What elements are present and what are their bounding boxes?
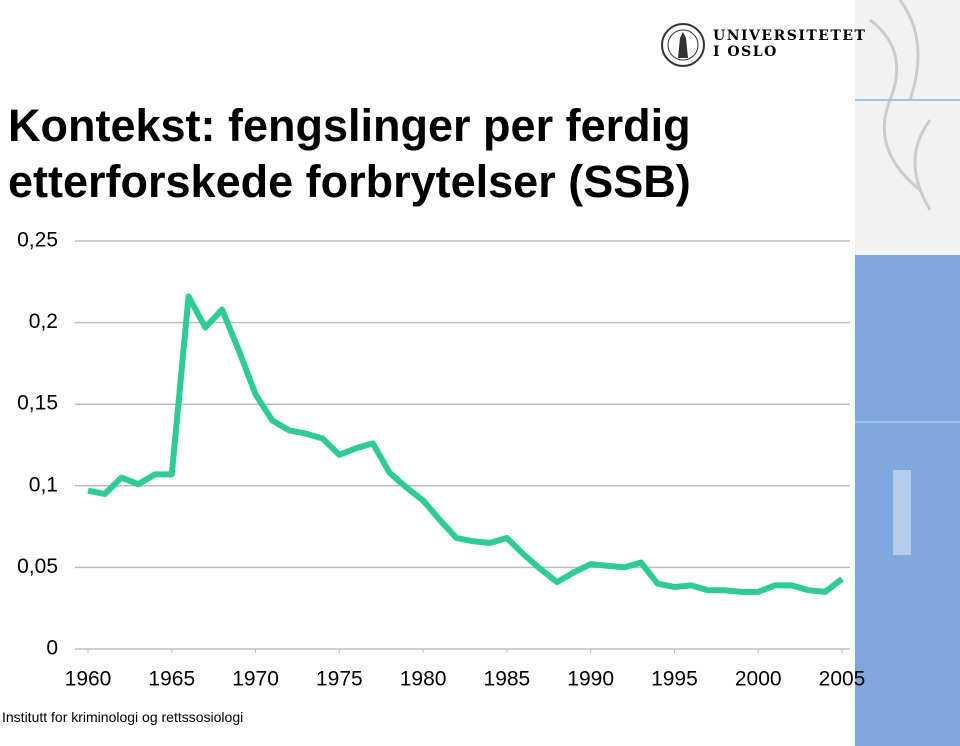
x-tick-label: 1965: [148, 668, 195, 691]
logo-text: I OSLO: [713, 44, 778, 60]
x-tick-label: 1960: [65, 668, 112, 691]
y-tick-label: 0,2: [29, 310, 58, 333]
chart-title: Kontekst: fengslinger per ferdig etterfo…: [8, 100, 691, 207]
x-tick-label: 2000: [735, 668, 782, 691]
x-tick-label: 1995: [651, 668, 698, 691]
logo-text: UNIVERSITETET: [713, 28, 867, 44]
x-tick-label: 2005: [819, 668, 866, 691]
y-tick-label: 0,25: [17, 229, 58, 252]
y-tick-label: 0: [46, 637, 58, 660]
data-line: [87, 293, 844, 595]
decor-figure: [893, 470, 911, 555]
x-tick-label: 1985: [484, 668, 531, 691]
x-tick-label: 1990: [567, 668, 614, 691]
logo-seal-inner: [667, 29, 699, 61]
logo-figure: [678, 32, 688, 58]
y-tick-label: 0,1: [29, 473, 58, 496]
decor-top: [855, 0, 960, 255]
x-tick-label: 1980: [400, 668, 447, 691]
logo-seal: [661, 23, 705, 67]
footer: Institutt for kriminologi og rettssosiol…: [2, 709, 244, 725]
x-tick-label: 1970: [232, 668, 279, 691]
y-tick-label: 0,05: [17, 555, 58, 578]
y-tick-label: 0,15: [17, 392, 58, 415]
x-tick-label: 1975: [316, 668, 363, 691]
